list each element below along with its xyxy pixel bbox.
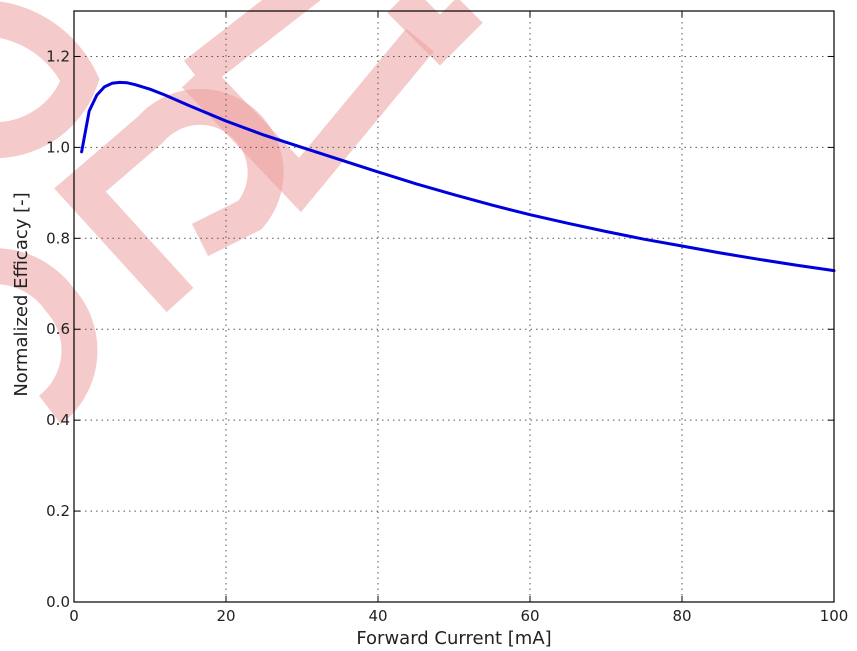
watermark-letter-o-bottom xyxy=(0,248,98,425)
series-layer xyxy=(80,80,836,273)
x-tick-label: 80 xyxy=(672,607,691,625)
watermark-letter-d xyxy=(181,0,434,213)
plot-frame xyxy=(73,10,835,603)
x-tick-label: 60 xyxy=(520,607,539,625)
grid xyxy=(74,11,834,602)
watermark-letter-e xyxy=(387,0,483,66)
y-tick-labels: 0.0 0.2 0.4 0.6 0.8 1.0 1.2 xyxy=(46,47,70,611)
y-tick-label: 0.0 xyxy=(46,593,70,611)
x-tick-label: 100 xyxy=(820,607,849,625)
x-tick-label: 0 xyxy=(69,607,79,625)
y-tick-label: 0.8 xyxy=(46,229,70,247)
x-tick-label: 20 xyxy=(216,607,235,625)
tick-marks xyxy=(73,11,835,603)
y-tick-label: 1.0 xyxy=(46,138,70,156)
watermark-letter-o-top xyxy=(0,1,100,158)
y-tick-label: 0.2 xyxy=(46,502,70,520)
series-line xyxy=(80,80,836,273)
y-tick-label: 0.6 xyxy=(46,320,70,338)
y-tick-label: 0.4 xyxy=(46,411,70,429)
y-axis-label: Normalized Efficacy [-] xyxy=(11,192,32,396)
watermark xyxy=(0,0,483,425)
x-tick-labels: 0 20 40 60 80 100 xyxy=(69,607,848,625)
y-tick-label: 1.2 xyxy=(46,47,70,65)
x-tick-label: 40 xyxy=(368,607,387,625)
x-axis-label: Forward Current [mA] xyxy=(356,628,551,649)
